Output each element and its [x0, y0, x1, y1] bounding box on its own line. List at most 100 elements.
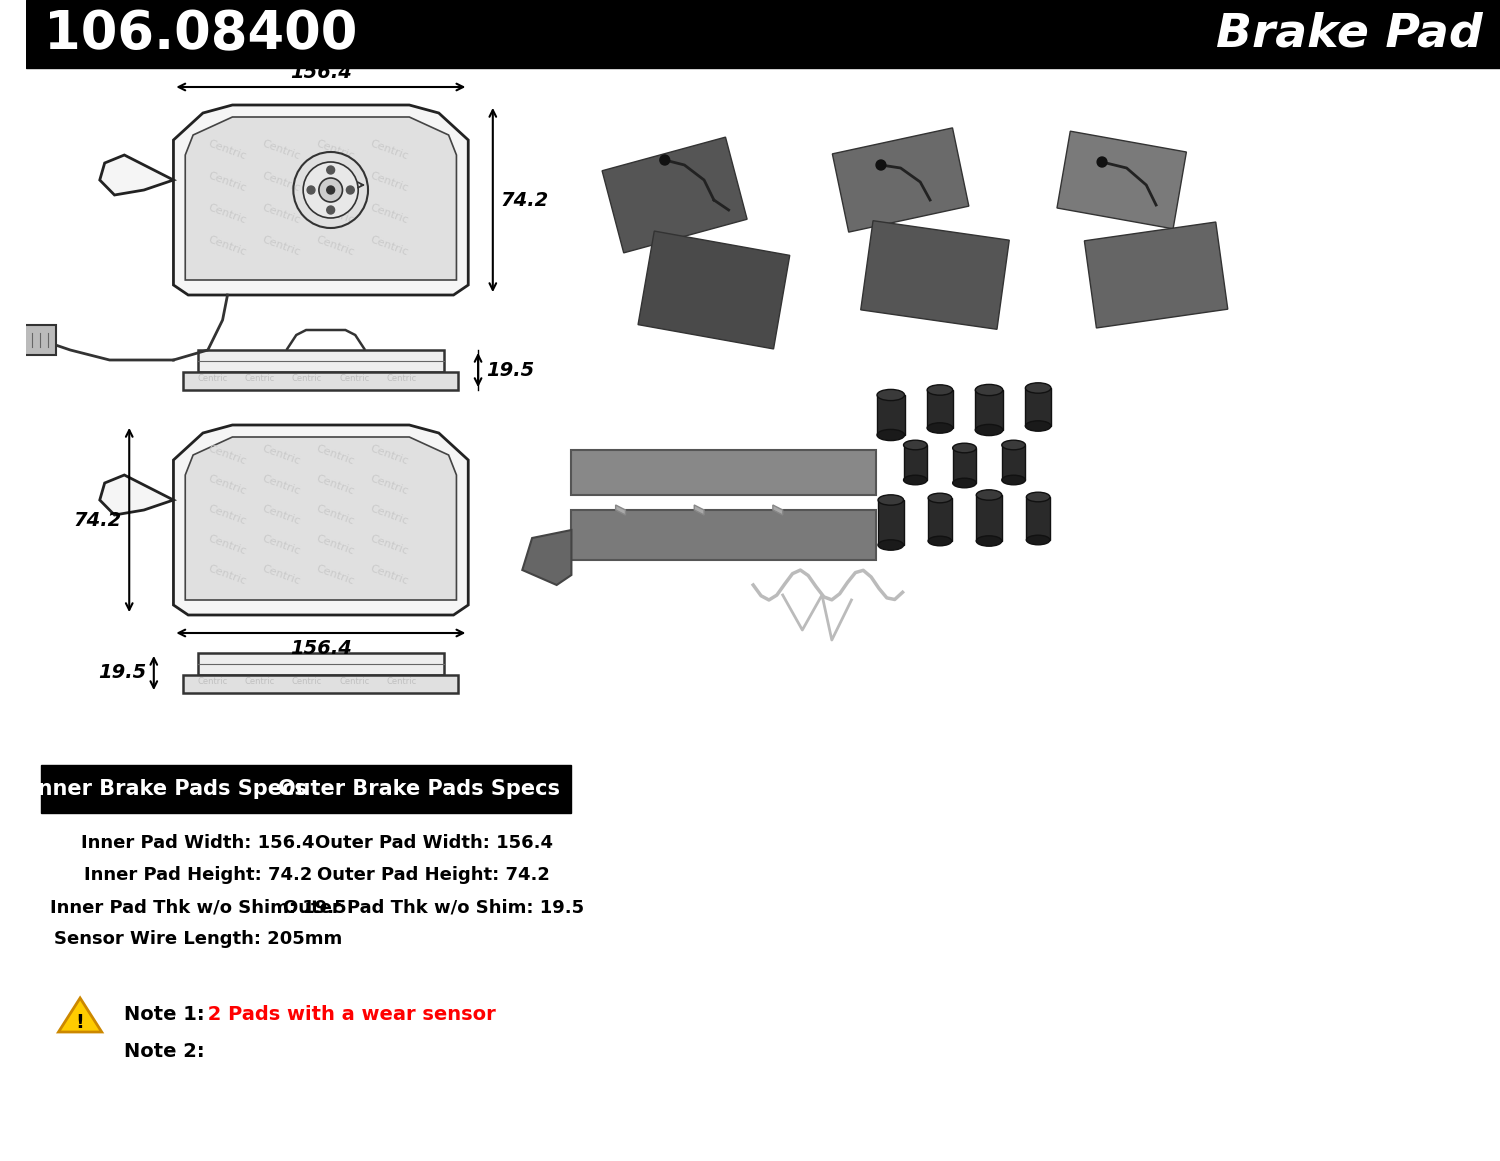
Bar — [183, 675, 459, 693]
Text: Centric: Centric — [292, 374, 322, 383]
Polygon shape — [174, 425, 468, 615]
Bar — [878, 500, 903, 545]
Text: Centric: Centric — [207, 534, 248, 557]
Text: Centric: Centric — [207, 235, 248, 258]
Text: Note 1:: Note 1: — [124, 1005, 206, 1024]
Text: Centric: Centric — [315, 171, 356, 194]
Text: Note 2:: Note 2: — [124, 1043, 206, 1061]
Ellipse shape — [878, 389, 904, 401]
Text: Centric: Centric — [387, 677, 417, 686]
Text: Centric: Centric — [207, 474, 248, 497]
Circle shape — [1096, 157, 1107, 167]
Text: Centric: Centric — [369, 444, 410, 467]
Bar — [572, 450, 876, 495]
Text: Centric: Centric — [315, 504, 356, 527]
Circle shape — [308, 186, 315, 194]
Polygon shape — [694, 505, 703, 515]
Text: Centric: Centric — [315, 444, 356, 467]
Text: Inner Pad Height: 74.2: Inner Pad Height: 74.2 — [84, 866, 312, 884]
Polygon shape — [638, 231, 789, 349]
Text: 74.2: 74.2 — [74, 511, 122, 529]
Text: Centric: Centric — [292, 677, 322, 686]
Text: Centric: Centric — [261, 564, 302, 587]
Polygon shape — [100, 156, 174, 195]
Polygon shape — [174, 104, 468, 295]
Text: Centric: Centric — [315, 235, 356, 258]
Text: 19.5: 19.5 — [486, 361, 534, 380]
Text: Centric: Centric — [369, 534, 410, 557]
Ellipse shape — [903, 475, 927, 485]
Bar — [878, 395, 904, 435]
Ellipse shape — [1026, 492, 1050, 502]
Text: Outer Pad Width: 156.4: Outer Pad Width: 156.4 — [315, 834, 554, 852]
Text: Centric: Centric — [207, 444, 248, 467]
Text: Centric: Centric — [369, 474, 410, 497]
Text: Centric: Centric — [369, 504, 410, 527]
Text: Centric: Centric — [261, 235, 302, 258]
Text: Centric: Centric — [315, 534, 356, 557]
Circle shape — [327, 205, 334, 214]
Ellipse shape — [1026, 383, 1051, 394]
Text: Inner Brake Pads Specs: Inner Brake Pads Specs — [30, 779, 308, 799]
Text: Outer Pad Height: 74.2: Outer Pad Height: 74.2 — [318, 866, 550, 884]
Bar — [928, 498, 951, 541]
Ellipse shape — [952, 478, 976, 488]
Text: Centric: Centric — [315, 474, 356, 497]
Ellipse shape — [976, 490, 1002, 500]
Ellipse shape — [1026, 535, 1050, 545]
Polygon shape — [184, 437, 456, 600]
Bar — [572, 510, 876, 560]
Circle shape — [303, 163, 358, 218]
Text: Inner Pad Thk w/o Shim: 19.5: Inner Pad Thk w/o Shim: 19.5 — [50, 897, 346, 916]
Text: Centric: Centric — [207, 504, 248, 527]
Text: Centric: Centric — [244, 374, 274, 383]
Text: Centric: Centric — [261, 534, 302, 557]
Text: Centric: Centric — [315, 139, 356, 163]
Text: Centric: Centric — [369, 139, 410, 163]
Bar — [198, 652, 444, 675]
Polygon shape — [861, 221, 1010, 330]
Ellipse shape — [878, 430, 904, 441]
Text: Outer Brake Pads Specs: Outer Brake Pads Specs — [278, 779, 560, 799]
Bar — [40, 765, 572, 813]
Bar — [903, 445, 927, 479]
Ellipse shape — [928, 536, 951, 546]
Text: Centric: Centric — [207, 139, 248, 163]
Bar — [183, 372, 459, 390]
Text: 19.5: 19.5 — [98, 663, 146, 683]
Ellipse shape — [975, 384, 1004, 396]
Text: 74.2: 74.2 — [501, 190, 549, 209]
Polygon shape — [58, 998, 102, 1032]
Bar — [976, 495, 1002, 541]
Text: Centric: Centric — [369, 203, 410, 226]
Text: Inner Pad Width: 156.4: Inner Pad Width: 156.4 — [81, 834, 315, 852]
Circle shape — [346, 186, 354, 194]
Text: Brake Pad: Brake Pad — [1215, 12, 1482, 57]
Text: Centric: Centric — [315, 564, 356, 587]
Polygon shape — [1058, 131, 1186, 229]
Polygon shape — [522, 531, 572, 585]
Polygon shape — [772, 505, 783, 515]
Text: Centric: Centric — [207, 203, 248, 226]
Circle shape — [327, 166, 334, 174]
Text: Centric: Centric — [369, 564, 410, 587]
Bar — [198, 349, 444, 372]
Text: Centric: Centric — [261, 203, 302, 226]
Polygon shape — [1084, 222, 1228, 327]
Polygon shape — [602, 137, 747, 253]
Ellipse shape — [927, 384, 952, 395]
Text: Centric: Centric — [207, 564, 248, 587]
Ellipse shape — [976, 535, 1002, 546]
Text: Centric: Centric — [261, 444, 302, 467]
Ellipse shape — [1002, 440, 1026, 449]
Bar — [927, 390, 952, 428]
Text: Centric: Centric — [244, 677, 274, 686]
Ellipse shape — [928, 493, 951, 503]
Bar — [1002, 445, 1026, 479]
Circle shape — [320, 178, 342, 202]
Ellipse shape — [952, 444, 976, 453]
Circle shape — [876, 160, 886, 170]
Text: Outer Pad Thk w/o Shim: 19.5: Outer Pad Thk w/o Shim: 19.5 — [284, 897, 585, 916]
Polygon shape — [833, 128, 969, 232]
Text: !: ! — [75, 1012, 84, 1031]
